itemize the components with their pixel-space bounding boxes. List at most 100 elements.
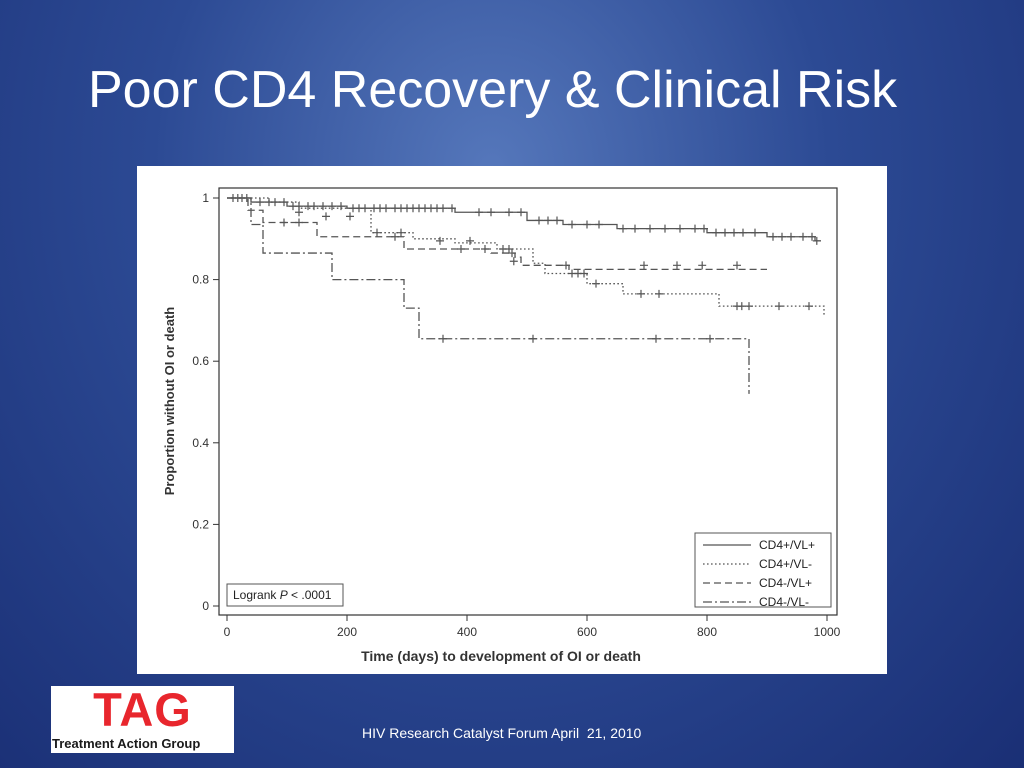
slide-title: Poor CD4 Recovery & Clinical Risk xyxy=(88,61,898,119)
censor-mark xyxy=(751,228,759,237)
logrank-annotation: Logrank P < .0001 xyxy=(226,583,344,607)
censor-mark xyxy=(737,302,746,311)
censor-mark xyxy=(457,245,465,253)
legend-label: CD4+/VL- xyxy=(759,557,812,571)
censor-mark xyxy=(509,257,518,266)
censor-mark xyxy=(580,269,588,278)
censor-mark xyxy=(280,218,288,227)
censor-mark xyxy=(505,245,513,253)
censor-mark xyxy=(640,261,648,270)
censor-mark xyxy=(448,204,456,213)
censor-mark xyxy=(328,202,336,211)
censor-mark xyxy=(619,224,627,233)
y-tick-label: 0.2 xyxy=(192,517,209,531)
censor-mark xyxy=(631,224,639,233)
censor-mark xyxy=(361,204,369,213)
censor-mark xyxy=(322,212,330,221)
curves xyxy=(227,197,825,394)
censor-mark xyxy=(319,202,327,211)
legend-label: CD4-/VL- xyxy=(759,595,809,609)
censor-mark xyxy=(562,261,570,270)
logrank-p: P xyxy=(280,588,288,602)
censor-mark xyxy=(295,208,303,217)
censor-mark xyxy=(508,249,516,258)
censor-mark xyxy=(517,208,525,217)
censor-mark xyxy=(436,236,444,245)
y-tick-label: 0.8 xyxy=(192,273,209,287)
legend: CD4+/VL+ CD4+/VL- CD4-/VL+ CD4-/VL- xyxy=(694,532,832,609)
x-tick-label: 600 xyxy=(577,625,597,639)
censor-marks xyxy=(229,194,821,343)
svg-text:Logrank P < .0001: Logrank P < .0001 xyxy=(233,588,332,602)
censor-mark xyxy=(805,302,813,311)
x-tick-label: 0 xyxy=(224,625,231,639)
y-axis-label: Proportion without OI or death xyxy=(162,307,177,496)
censor-mark xyxy=(242,194,251,202)
censor-mark xyxy=(787,232,795,241)
censor-mark xyxy=(568,220,576,229)
x-tick-label: 400 xyxy=(457,625,477,639)
censor-mark xyxy=(595,220,603,229)
censor-mark xyxy=(373,228,381,237)
x-tick-label: 200 xyxy=(337,625,357,639)
y-tick-label: 0 xyxy=(202,599,209,613)
logo-mark: TAG xyxy=(93,686,192,736)
censor-mark xyxy=(271,198,279,207)
censor-mark xyxy=(487,208,495,217)
censor-mark xyxy=(799,232,807,241)
censor-mark xyxy=(812,236,821,245)
legend-label: CD4-/VL+ xyxy=(759,576,812,590)
censor-mark xyxy=(346,212,354,221)
y-tick-label: 1 xyxy=(202,191,209,205)
censor-mark xyxy=(553,216,561,225)
curve-series-4 xyxy=(227,197,750,394)
censor-mark xyxy=(769,232,777,241)
legend-label: CD4+/VL+ xyxy=(759,538,815,552)
censor-mark xyxy=(466,236,474,245)
censor-mark xyxy=(700,224,708,233)
censor-mark xyxy=(391,232,399,241)
censor-mark xyxy=(280,198,288,207)
logrank-prefix: Logrank xyxy=(233,588,280,602)
censor-mark xyxy=(544,216,552,225)
censor-mark xyxy=(397,228,405,237)
y-tick-label: 0.4 xyxy=(192,436,209,450)
censor-mark xyxy=(733,261,741,270)
tag-logo: TAG Treatment Action Group xyxy=(51,686,234,753)
censor-mark xyxy=(592,279,600,288)
censor-mark xyxy=(661,224,669,233)
censor-mark xyxy=(676,224,684,233)
censor-mark xyxy=(439,204,447,213)
censor-mark xyxy=(337,202,345,211)
censor-mark xyxy=(706,334,714,343)
x-tick-label: 800 xyxy=(697,625,717,639)
censor-mark xyxy=(583,220,591,229)
censor-mark xyxy=(646,224,654,233)
censor-mark xyxy=(535,216,543,225)
censor-mark xyxy=(745,302,753,311)
x-tick-label: 1000 xyxy=(814,625,841,639)
censor-mark xyxy=(712,228,720,237)
slide-footer: HIV Research Catalyst Forum April 21, 20… xyxy=(362,725,642,741)
logrank-value: < .0001 xyxy=(288,588,332,602)
censor-mark xyxy=(775,302,783,311)
censor-mark xyxy=(439,334,447,343)
curve-series-1 xyxy=(227,197,821,242)
censor-mark xyxy=(475,208,483,217)
censor-mark xyxy=(505,208,513,217)
censor-mark xyxy=(295,218,303,227)
censor-mark xyxy=(529,334,537,343)
chart-panel: 0 0.2 0.4 0.6 0.8 1 0 200 400 600 800 1000 Proport… xyxy=(137,166,887,674)
censor-mark xyxy=(655,289,663,298)
censor-mark xyxy=(673,261,681,270)
censor-mark xyxy=(256,198,264,207)
censor-mark xyxy=(382,204,390,213)
x-axis: 0 200 400 600 800 1000 xyxy=(224,615,841,639)
censor-mark xyxy=(778,232,786,241)
plot-frame xyxy=(218,187,838,616)
y-tick-label: 0.6 xyxy=(192,354,209,368)
censor-mark xyxy=(481,245,489,253)
censor-mark xyxy=(698,261,707,270)
censor-mark xyxy=(739,228,747,237)
censor-mark xyxy=(652,334,660,343)
